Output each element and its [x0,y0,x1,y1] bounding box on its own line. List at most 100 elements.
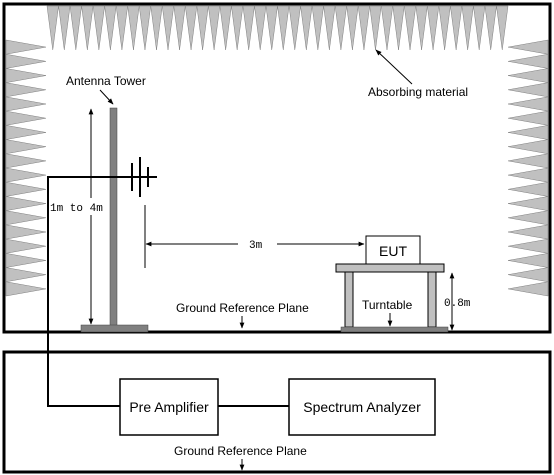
absorber-wedge-right [507,82,549,98]
absorber-wedge-left [5,196,47,211]
distance-label: 3m [249,240,263,252]
absorber-wedge-top [288,5,301,51]
absorber-wedge-top [173,5,186,51]
rf-cable [47,176,120,407]
absorber-wedge-top [208,5,221,51]
antenna-tower-base [80,324,149,333]
absorber-wedge-top [473,5,486,51]
pre-amplifier-label: Pre Amplifier [129,399,209,415]
antenna-tower-label: Antenna Tower [66,74,146,88]
absorber-wedge-right [507,68,549,83]
absorber-wedge-left [5,53,47,69]
table-top [335,263,445,273]
absorber-wedge-top [415,5,428,51]
absorber-wedge-right [507,267,549,283]
absorber-wedge-left [5,267,47,283]
absorber-wedge-right [507,224,549,240]
absorber-wedge-top [104,5,117,51]
absorber-wedge-top [461,5,474,51]
absorber-wedge-top [369,5,382,51]
absorber-wedge-top [115,5,128,51]
absorber-wedge-top [231,5,244,51]
absorber-wedge-right [507,281,549,297]
absorber-wedge-top [138,5,152,51]
absorbing-material-label: Absorbing material [368,85,468,99]
absorber-wedge-left [5,110,47,126]
absorber-wedge-top [311,5,324,51]
absorber-wedge-right [507,39,549,55]
absorber-wedge-left [5,224,47,240]
antenna-tower-mast [109,107,118,327]
absorber-wedge-top [334,5,347,51]
absorber-wedge-top [484,5,497,51]
absorber-wedge-top [346,5,359,51]
absorber-wedge-left [5,125,47,140]
antenna-tower-pointer [99,89,114,105]
absorber-wedge-top [219,5,232,51]
pre-amplifier-box [119,378,219,436]
control-room-outline [2,350,552,474]
absorber-wedge-top [357,5,370,51]
turntable-base [340,326,449,333]
absorber-wedge-right [507,167,549,183]
absorber-wedge-left [5,82,47,98]
table-height-label: 0.8m [444,298,471,310]
absorber-wedge-right [507,139,549,155]
absorber-wedge-top [438,5,451,51]
absorber-wedge-right [507,125,549,140]
absorbing-material-pointer [375,49,413,85]
absorber-wedge-top [403,5,417,51]
absorber-wedge-top [196,5,209,51]
absorber-wedge-top [46,5,59,51]
absorber-wedge-top [81,5,94,51]
absorber-wedge-right [507,253,549,268]
absorber-wedge-top [161,5,175,51]
turntable-label: Turntable [362,298,413,312]
absorber-wedge-left [5,210,47,226]
spectrum-analyzer-box [288,378,436,436]
absorber-wedge-top [277,5,290,51]
spectrum-analyzer-label: Spectrum Analyzer [303,399,421,415]
absorbers-left [5,39,47,297]
absorber-wedge-top [150,5,163,51]
absorber-wedge-top [427,5,440,51]
absorber-wedge-left [5,68,47,83]
absorber-wedge-right [507,110,549,126]
absorber-wedge-right [507,181,549,197]
absorber-wedge-left [5,238,47,254]
absorber-wedge-top [69,5,82,51]
absorber-wedge-right [507,96,549,112]
absorber-wedge-top [185,5,198,51]
absorber-wedge-top [380,5,394,51]
absorber-wedge-top [127,5,140,51]
absorber-wedge-right [507,238,549,254]
table-leg-left [344,271,354,328]
absorber-wedge-top [242,5,255,51]
absorber-wedge-right [507,153,549,169]
eut-label: EUT [379,243,407,259]
absorber-wedge-top [300,5,313,51]
absorber-wedge-right [507,196,549,211]
anechoic-chamber-outline [2,2,552,334]
absorber-wedge-left [5,96,47,112]
height-range-label-bg [48,198,108,215]
absorber-wedge-right [507,53,549,69]
absorber-wedge-left [5,253,47,268]
absorber-wedge-left [5,167,47,183]
antenna-icon [117,157,157,197]
height-range-label: 1m to 4m [50,203,103,215]
absorber-wedge-top [323,5,336,51]
absorber-wedge-right [507,210,549,226]
absorber-wedge-left [5,281,47,297]
absorbers-right [507,39,549,297]
absorber-wedge-left [5,139,47,155]
absorbers-top [46,5,509,51]
ground-plane-chamber-label: Ground Reference Plane [176,301,309,315]
absorber-wedge-top [496,5,509,51]
absorber-wedge-top [58,5,71,51]
absorber-wedge-top [92,5,105,51]
absorber-wedge-top [254,5,267,51]
ground-plane-lower-label: Ground Reference Plane [174,444,307,458]
absorber-wedge-left [5,181,47,197]
